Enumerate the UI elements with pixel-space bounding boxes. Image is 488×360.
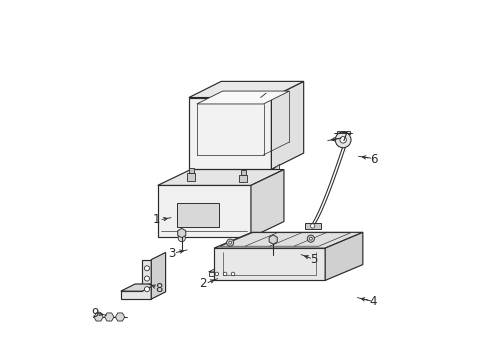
Polygon shape [177, 203, 218, 226]
Polygon shape [336, 131, 349, 134]
Polygon shape [235, 267, 244, 276]
Polygon shape [151, 252, 165, 299]
Circle shape [226, 239, 233, 246]
Circle shape [335, 132, 350, 148]
Circle shape [310, 224, 314, 228]
Circle shape [144, 266, 149, 271]
Polygon shape [188, 81, 303, 98]
Text: 9: 9 [91, 307, 98, 320]
Text: 2: 2 [199, 278, 206, 291]
Circle shape [228, 241, 231, 244]
Polygon shape [199, 169, 208, 176]
Circle shape [269, 241, 276, 248]
Circle shape [223, 272, 226, 276]
Polygon shape [121, 260, 151, 299]
Polygon shape [188, 98, 271, 169]
Circle shape [144, 287, 149, 292]
Polygon shape [325, 232, 362, 280]
Circle shape [144, 276, 149, 281]
Polygon shape [214, 248, 325, 280]
Polygon shape [304, 223, 320, 229]
Polygon shape [208, 267, 244, 272]
Text: 7: 7 [341, 131, 348, 144]
Circle shape [215, 272, 218, 276]
Polygon shape [187, 174, 195, 181]
Circle shape [309, 237, 312, 240]
Text: 4: 4 [369, 296, 377, 309]
Polygon shape [121, 284, 156, 291]
Text: 6: 6 [370, 153, 377, 166]
Polygon shape [273, 165, 279, 175]
Circle shape [306, 235, 314, 242]
Polygon shape [251, 169, 260, 176]
Polygon shape [240, 170, 245, 175]
Polygon shape [158, 170, 284, 185]
Text: 8: 8 [155, 282, 163, 295]
Circle shape [339, 136, 346, 143]
Text: 5: 5 [309, 253, 317, 266]
Polygon shape [271, 81, 303, 169]
Polygon shape [158, 185, 250, 237]
Text: 1: 1 [153, 213, 160, 226]
Circle shape [231, 272, 234, 276]
Polygon shape [188, 168, 193, 174]
Polygon shape [208, 272, 235, 276]
Circle shape [178, 234, 185, 242]
Text: 3: 3 [168, 247, 175, 260]
Polygon shape [239, 175, 247, 183]
Polygon shape [196, 91, 289, 104]
Polygon shape [214, 232, 362, 248]
Polygon shape [250, 170, 284, 237]
